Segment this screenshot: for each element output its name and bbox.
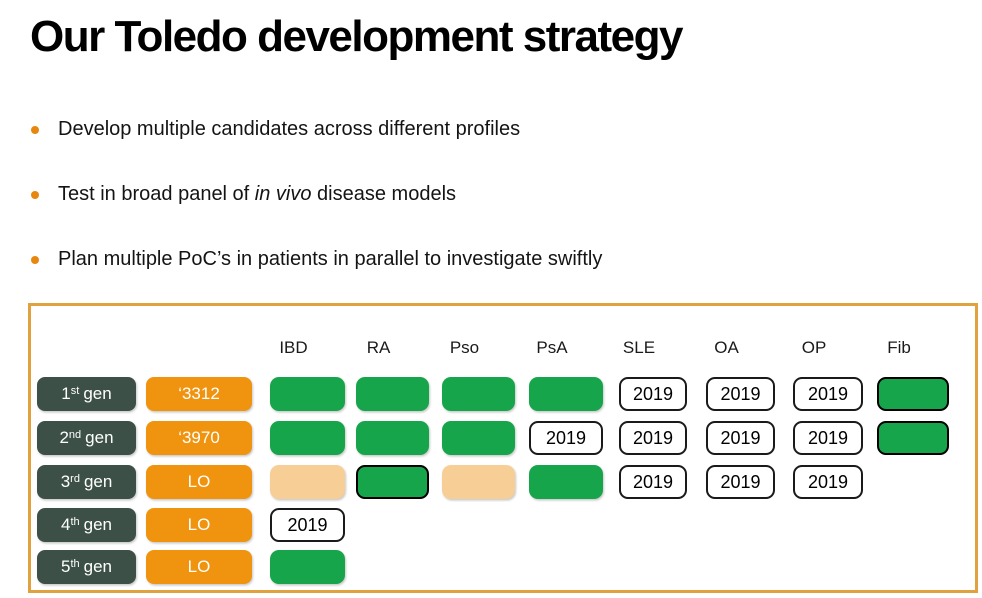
matrix-cell-OA-gen1-year: 2019 (706, 377, 775, 411)
generation-label-text: gen (83, 557, 113, 576)
bullet-dot-icon (31, 256, 39, 264)
matrix-cell-IBD-gen3-tan (270, 465, 345, 499)
generation-label-text: gen (83, 472, 113, 491)
column-header-IBD: IBD (279, 338, 308, 357)
candidate-label: LO (146, 465, 252, 499)
column-header-RA: RA (366, 338, 391, 357)
bullet-text: in vivo (254, 183, 312, 205)
matrix-cell-RA-gen1-green (356, 377, 429, 411)
bullet-text: Test in broad panel of (58, 183, 255, 205)
bullet-item: Test in broad panel of in vivo disease m… (30, 183, 602, 205)
column-header-Pso: Pso (449, 338, 480, 357)
matrix-cell-SLE-gen2-year: 2019 (619, 421, 687, 455)
generation-label-text: 1 (61, 384, 71, 403)
generation-label-text: gen (85, 428, 114, 447)
matrix-cell-SLE-gen3-year: 2019 (619, 465, 687, 499)
bullet-list: Develop multiple candidates across diffe… (30, 118, 602, 313)
candidate-label: LO (146, 550, 252, 584)
matrix-cell-Fib-gen2-green-outlined (877, 421, 949, 455)
column-header-OA: OA (714, 338, 739, 357)
generation-label-text: 5 (60, 557, 71, 576)
matrix-cell-IBD-gen1-green (270, 377, 345, 411)
bullet-text: disease models (311, 183, 457, 205)
candidate-label: ‘3312 (146, 377, 252, 411)
generation-label-text: gen (83, 384, 112, 403)
matrix-cell-Fib-gen1-green-outlined (877, 377, 949, 411)
generation-label-text: 3 (60, 472, 71, 491)
candidate-label: ‘3970 (146, 421, 252, 455)
matrix-cell-SLE-gen1-year: 2019 (619, 377, 687, 411)
column-header-SLE: SLE (622, 338, 656, 357)
matrix-cell-Pso-gen1-green (442, 377, 515, 411)
candidate-label: LO (146, 508, 252, 542)
bullet-dot-icon (31, 191, 39, 199)
bullet-dot-icon (31, 126, 39, 134)
matrix-cell-PsA-gen2-year: 2019 (529, 421, 603, 455)
column-header-Fib: Fib (887, 338, 911, 357)
generation-label-text: gen (83, 515, 113, 534)
matrix-cell-Pso-gen2-green (442, 421, 515, 455)
generation-label-text: 2 (59, 428, 69, 447)
page-title: Our Toledo development strategy (30, 12, 683, 61)
generation-label-text: 4 (60, 515, 71, 534)
matrix-cell-RA-gen2-green (356, 421, 429, 455)
bullet-text: Develop multiple candidates across diffe… (58, 118, 521, 140)
matrix-cell-OP-gen1-year: 2019 (793, 377, 863, 411)
column-header-OP: OP (801, 338, 827, 357)
matrix-cell-RA-gen3-green-outlined (356, 465, 429, 499)
bullet-item: Plan multiple PoC’s in patients in paral… (30, 248, 602, 270)
matrix-cell-IBD-gen2-green (270, 421, 345, 455)
matrix-cell-PsA-gen1-green (529, 377, 603, 411)
matrix-cell-OP-gen2-year: 2019 (793, 421, 863, 455)
matrix-cell-OA-gen2-year: 2019 (706, 421, 775, 455)
matrix-cell-IBD-gen5-green (270, 550, 345, 584)
matrix-cell-OA-gen3-year: 2019 (706, 465, 775, 499)
matrix-cell-OP-gen3-year: 2019 (793, 465, 863, 499)
bullet-item: Develop multiple candidates across diffe… (30, 118, 602, 140)
matrix-cell-PsA-gen3-green (529, 465, 603, 499)
column-header-PsA: PsA (536, 338, 568, 357)
matrix-cell-Pso-gen3-tan (442, 465, 515, 499)
bullet-text: Plan multiple PoC’s in patients in paral… (58, 248, 603, 270)
matrix-cell-IBD-gen4-year: 2019 (270, 508, 345, 542)
